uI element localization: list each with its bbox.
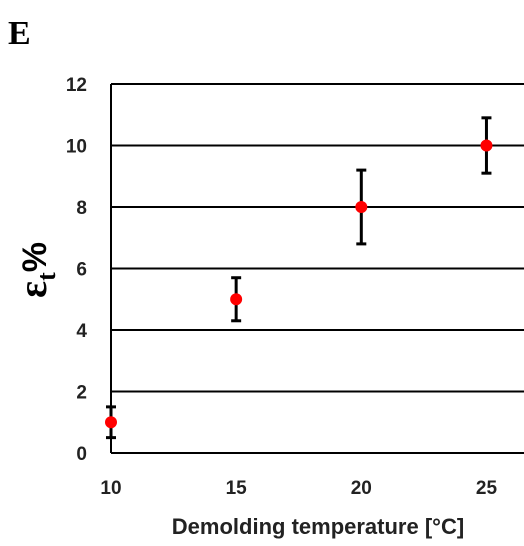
y-tick-label: 2 bbox=[76, 383, 87, 404]
x-tick-label: 10 bbox=[100, 478, 121, 499]
data-point bbox=[105, 416, 117, 429]
x-tick-label: 20 bbox=[351, 478, 372, 499]
x-tick-label: 25 bbox=[476, 478, 498, 499]
y-tick-label: 12 bbox=[66, 75, 87, 96]
svg-text:εt%: εt% bbox=[10, 242, 61, 298]
y-tick-labels: 0 2 4 6 8 10 12 bbox=[66, 75, 88, 465]
data-points bbox=[105, 116, 493, 440]
y-axis-label-symbol: ε bbox=[10, 281, 55, 298]
y-axis-label-subscript: t bbox=[32, 272, 61, 281]
y-tick-label: 10 bbox=[66, 137, 87, 158]
y-axis-label-suffix: % bbox=[16, 242, 54, 272]
y-tick-label: 6 bbox=[76, 260, 87, 281]
x-axis-label: Demolding temperature [°C] bbox=[172, 514, 464, 539]
x-tick-label: 15 bbox=[226, 478, 248, 499]
y-tick-label: 8 bbox=[76, 198, 87, 219]
y-tick-label: 4 bbox=[76, 321, 87, 342]
x-tick-labels: 10 15 20 25 bbox=[100, 478, 497, 499]
data-point bbox=[355, 201, 368, 213]
panel-label: E bbox=[8, 15, 31, 52]
data-point bbox=[480, 139, 493, 152]
grid-lines bbox=[111, 83, 524, 454]
y-tick-label: 0 bbox=[76, 444, 87, 465]
data-point bbox=[230, 293, 243, 306]
y-axis-label: εt% bbox=[10, 242, 61, 298]
